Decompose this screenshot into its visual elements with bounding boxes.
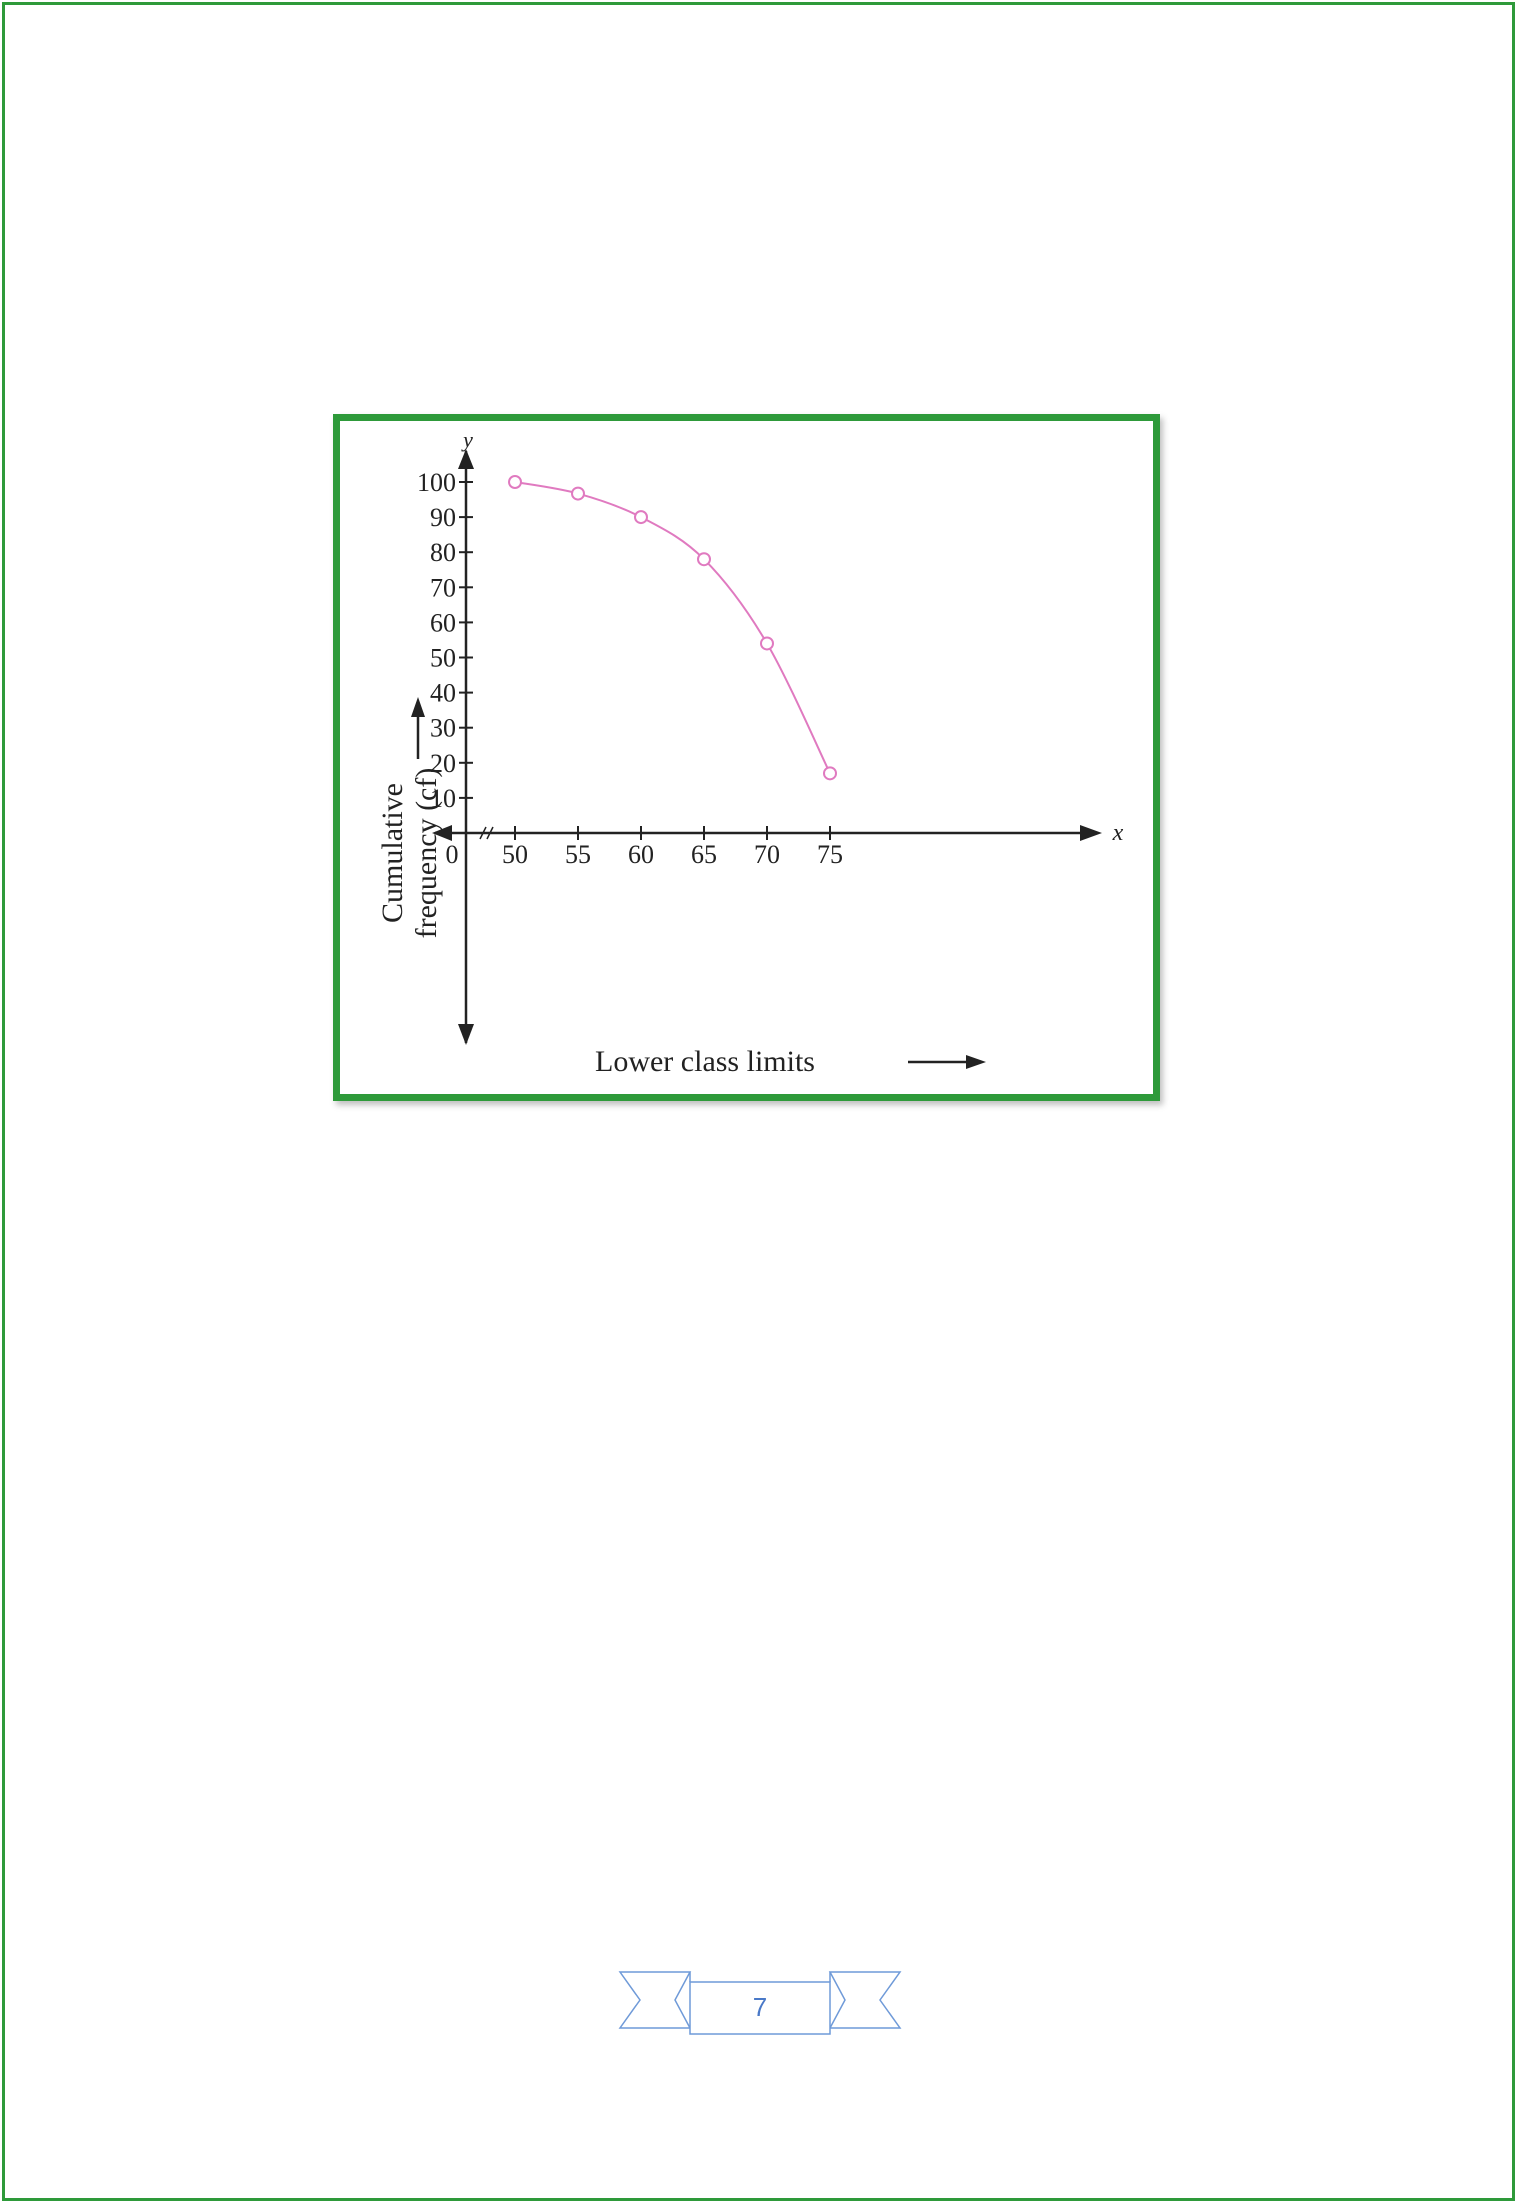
y-tick-label-30: 30 — [430, 714, 456, 743]
x-axis-arrow-right — [1080, 825, 1102, 841]
y-title-arrow-head — [411, 697, 425, 717]
x-tick-label-50: 50 — [502, 840, 528, 869]
x-axis-break-mark — [479, 826, 494, 840]
data-point-70 — [760, 636, 774, 651]
y-tick-label-100: 100 — [417, 468, 456, 497]
y-axis-arrow-up — [458, 449, 474, 469]
y-tick-label-60: 60 — [430, 608, 456, 637]
data-point-50 — [508, 475, 522, 489]
x-axis-title: Lower class limits — [595, 1045, 815, 1078]
ogive-chart: y x 0 10 20 30 40 50 60 70 80 90 100 50 55 60 65 70 75 Lowe… — [376, 427, 1124, 1078]
y-tick-label-10: 10 — [430, 784, 456, 813]
chart-frame: y x 0 10 20 30 40 50 60 70 80 90 100 50 55 60 65 70 75 Lowe… — [333, 414, 1160, 1101]
x-axis-arrow-left — [432, 825, 452, 841]
data-point-65 — [697, 552, 711, 567]
y-axis-letter: y — [461, 427, 473, 452]
ribbon-icon — [618, 1971, 902, 2035]
ogive-series-line — [514, 481, 831, 774]
data-point-75 — [823, 766, 837, 781]
x-axis-letter: x — [1112, 820, 1124, 846]
page-number-badge: 7 — [615, 1960, 905, 2040]
y-axis-title-line2: frequency (cf) — [410, 768, 443, 939]
y-tick-label-40: 40 — [430, 679, 456, 708]
data-point-60 — [634, 510, 648, 525]
y-axis-title-line1: Cumulative — [376, 783, 409, 923]
y-tick-label-20: 20 — [430, 749, 456, 778]
x-tick-label-70: 70 — [754, 840, 780, 869]
data-point-55 — [571, 486, 585, 501]
y-tick-label-90: 90 — [430, 503, 456, 532]
origin-label: 0 — [446, 840, 459, 869]
x-tick-label-60: 60 — [628, 840, 654, 869]
x-title-arrow-head — [966, 1055, 986, 1069]
y-tick-label-80: 80 — [430, 538, 456, 567]
y-axis-arrow-down — [458, 1024, 474, 1045]
y-tick-label-50: 50 — [430, 644, 456, 673]
x-tick-label-65: 65 — [691, 840, 717, 869]
x-tick-label-75: 75 — [817, 840, 843, 869]
page-number: 7 — [752, 1992, 768, 2022]
y-tick-label-70: 70 — [430, 573, 456, 602]
x-tick-label-55: 55 — [565, 840, 591, 869]
